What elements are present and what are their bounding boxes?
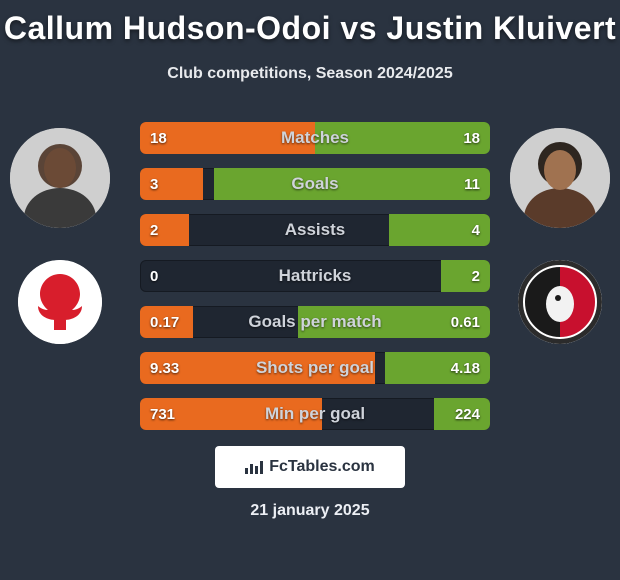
stat-row: 2 Assists 4 — [140, 214, 490, 246]
snapshot-date: 21 january 2025 — [0, 502, 620, 520]
stat-right-value: 224 — [445, 398, 490, 430]
stat-row: 731 Min per goal 224 — [140, 398, 490, 430]
stat-right-value: 11 — [454, 168, 490, 200]
stat-label: Matches — [140, 122, 490, 154]
bournemouth-crest-icon — [518, 260, 602, 344]
player-right-avatar — [510, 128, 610, 228]
stat-row: 18 Matches 18 — [140, 122, 490, 154]
stat-row: 3 Goals 11 — [140, 168, 490, 200]
stat-row: 9.33 Shots per goal 4.18 — [140, 352, 490, 384]
stat-right-value: 0.61 — [441, 306, 490, 338]
comparison-title: Callum Hudson-Odoi vs Justin Kluivert — [0, 0, 620, 47]
brand-text: FcTables.com — [269, 458, 375, 476]
stat-row: 0.17 Goals per match 0.61 — [140, 306, 490, 338]
stat-bars: 18 Matches 18 3 Goals 11 2 Assists 4 0 H… — [140, 122, 490, 444]
brand-badge: FcTables.com — [215, 446, 405, 488]
stat-right-value: 18 — [453, 122, 490, 154]
club-right-badge — [518, 260, 602, 344]
stat-right-value: 2 — [462, 260, 490, 292]
stat-label: Goals — [140, 168, 490, 200]
stat-label: Min per goal — [140, 398, 490, 430]
stat-label: Hattricks — [140, 260, 490, 292]
forest-crest-icon — [18, 260, 102, 344]
stat-row: 0 Hattricks 2 — [140, 260, 490, 292]
stat-label: Assists — [140, 214, 490, 246]
stat-right-value: 4.18 — [441, 352, 490, 384]
person-silhouette-icon — [10, 128, 110, 228]
stat-label: Shots per goal — [140, 352, 490, 384]
person-silhouette-icon — [510, 128, 610, 228]
comparison-subtitle: Club competitions, Season 2024/2025 — [0, 65, 620, 83]
player-left-avatar — [10, 128, 110, 228]
bar-chart-icon — [245, 460, 263, 474]
club-left-badge — [18, 260, 102, 344]
stat-label: Goals per match — [140, 306, 490, 338]
stat-right-value: 4 — [462, 214, 490, 246]
